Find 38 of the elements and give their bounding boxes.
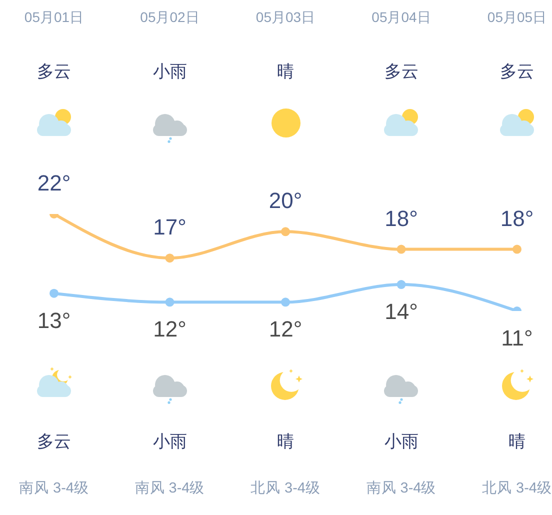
text: 小雨 xyxy=(152,432,187,452)
data-label: 14° xyxy=(384,299,418,324)
x-tick-label: 05月04日 xyxy=(372,9,431,25)
x-tick-label: 05月02日 xyxy=(140,9,200,25)
text: 南风 3-4级 xyxy=(366,480,436,498)
data-label: 17° xyxy=(153,214,186,240)
data-label: 20° xyxy=(268,188,302,214)
data-label: 18° xyxy=(500,206,534,231)
text: 多云 xyxy=(384,62,418,82)
point xyxy=(165,254,174,263)
point xyxy=(281,298,290,307)
point xyxy=(50,288,58,298)
point xyxy=(165,298,174,307)
text: 多云 xyxy=(500,62,534,82)
point xyxy=(512,244,522,254)
text: 晴 xyxy=(508,432,526,452)
text: 北风 3-4级 xyxy=(482,480,552,498)
text: 南风 3-4级 xyxy=(134,480,205,498)
data-label: 22° xyxy=(37,170,71,196)
text: 小雨 xyxy=(384,432,418,452)
data-label: 13° xyxy=(37,308,71,333)
point xyxy=(396,280,406,290)
text: 晴 xyxy=(277,432,294,452)
x-tick-label: 05月01日 xyxy=(24,9,84,25)
data-label: 12° xyxy=(268,316,302,342)
data-label: 12° xyxy=(153,316,186,342)
text: 北风 3-4级 xyxy=(250,480,320,498)
data-label: 18° xyxy=(384,206,418,231)
text: 小雨 xyxy=(152,62,187,82)
text: 晴 xyxy=(277,62,294,82)
x-tick-label: 05月05日 xyxy=(487,9,547,25)
text: 南风 3-4级 xyxy=(19,480,89,498)
point xyxy=(281,227,290,236)
text: 多云 xyxy=(37,432,71,452)
x-tick-label: 05月03日 xyxy=(256,9,316,25)
point xyxy=(396,244,406,254)
text: 多云 xyxy=(37,62,71,82)
data-label: 11° xyxy=(501,326,533,350)
